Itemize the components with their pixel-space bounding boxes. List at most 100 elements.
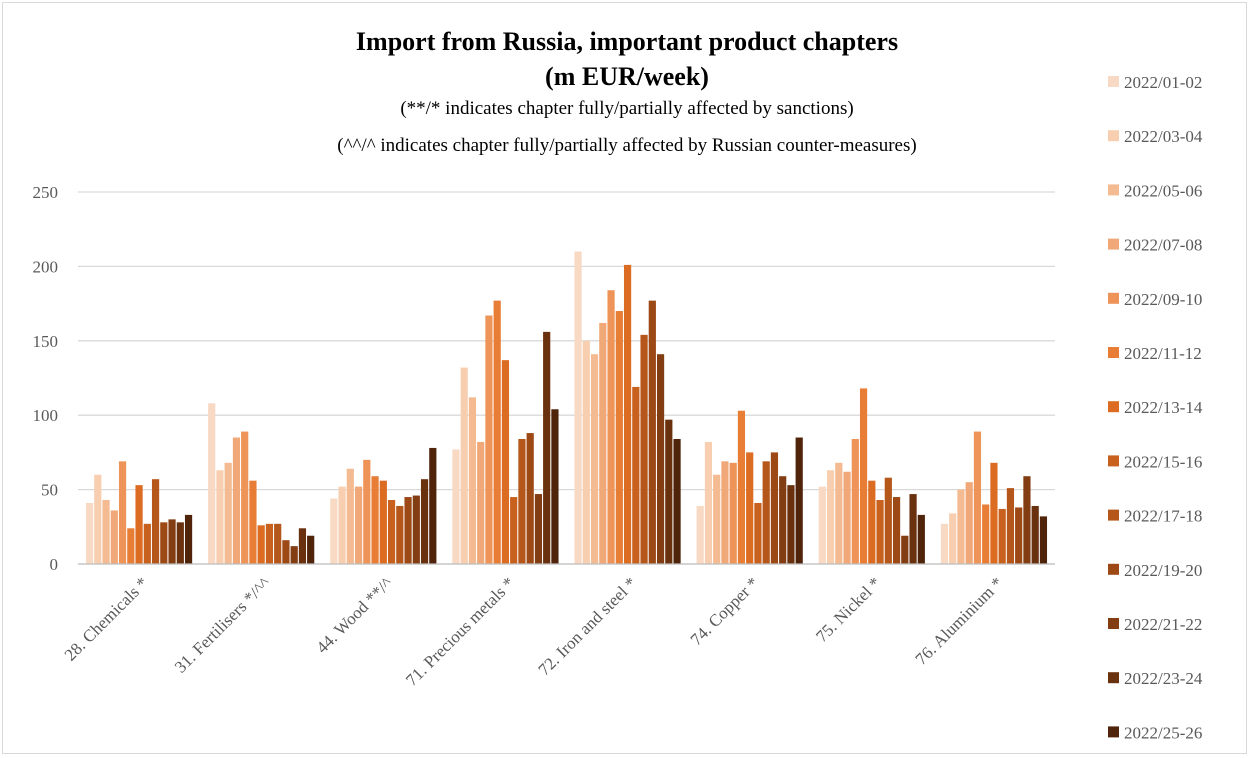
bar	[754, 502, 762, 564]
x-tick-label: 72. Iron and steel *	[534, 573, 640, 679]
bar	[160, 522, 168, 564]
bar	[665, 419, 673, 564]
bar	[274, 523, 282, 564]
legend-label: 2022/09-10	[1124, 290, 1202, 309]
y-tick-label: 100	[33, 406, 59, 425]
bar	[224, 462, 232, 564]
bar	[85, 502, 94, 564]
bar	[420, 479, 429, 564]
legend-swatch	[1108, 509, 1119, 521]
bar	[232, 437, 241, 564]
bar	[721, 461, 729, 564]
bar	[493, 300, 501, 564]
bar	[843, 471, 851, 564]
bar	[282, 540, 290, 564]
bar	[940, 523, 949, 564]
bar	[551, 409, 559, 564]
bar	[412, 495, 420, 564]
legend-swatch	[1108, 184, 1119, 196]
bar	[346, 468, 354, 564]
legend-swatch	[1108, 401, 1119, 413]
bar	[826, 470, 835, 564]
bar	[396, 505, 404, 564]
bar	[818, 486, 826, 564]
bar	[640, 334, 648, 564]
bar	[216, 470, 224, 564]
x-tick-label: 75. Nickel *	[812, 573, 885, 646]
bar	[330, 498, 338, 564]
legend-item: 2022/05-06	[1108, 181, 1202, 200]
legend-label: 2022/21-22	[1124, 615, 1202, 634]
legend-swatch	[1108, 347, 1119, 358]
legend-item: 2022/15-16	[1108, 452, 1202, 471]
bar-group	[452, 300, 559, 564]
chart-title-unit: (m EUR/week)	[545, 62, 709, 91]
legend-item: 2022/21-22	[1108, 615, 1202, 634]
bar	[257, 525, 265, 564]
legend-swatch	[1108, 238, 1119, 250]
bar	[510, 497, 518, 564]
bar	[1006, 488, 1015, 564]
bar	[151, 479, 160, 564]
bar-group	[818, 388, 925, 564]
bar	[526, 433, 534, 564]
bar	[574, 251, 582, 564]
bar	[859, 388, 868, 564]
gridlines	[78, 191, 1055, 565]
y-tick-label: 50	[41, 481, 58, 500]
bar	[990, 462, 998, 564]
bar	[379, 480, 387, 564]
bar	[168, 519, 176, 564]
legend-swatch	[1108, 563, 1119, 575]
bar	[892, 497, 901, 564]
bar-group	[574, 251, 681, 564]
legend-swatch	[1108, 130, 1119, 142]
bar	[982, 504, 990, 564]
bar	[501, 360, 510, 564]
y-tick-label: 200	[33, 257, 59, 276]
bar	[901, 535, 909, 564]
bar	[909, 494, 917, 564]
bar	[208, 403, 216, 564]
bar-group	[330, 447, 437, 564]
bar	[998, 508, 1006, 564]
bar	[477, 441, 485, 564]
bar	[143, 523, 151, 564]
legend-label: 2022/17-18	[1124, 507, 1202, 526]
legend-label: 2022/23-24	[1124, 669, 1203, 688]
chart-subtitle-countermeasures: (^^/^ indicates chapter fully/partially …	[337, 135, 916, 156]
bar	[787, 485, 795, 564]
bar	[518, 439, 526, 564]
bar	[534, 494, 543, 564]
bar-group	[940, 431, 1048, 564]
bar	[354, 486, 363, 564]
bar	[176, 522, 184, 564]
legend-swatch	[1108, 618, 1119, 629]
bar	[729, 462, 737, 564]
bar	[696, 505, 704, 564]
bar	[265, 523, 274, 564]
bar	[338, 486, 346, 564]
bar	[835, 462, 843, 564]
bar	[876, 500, 884, 564]
chart-title: Import from Russia, important product ch…	[356, 27, 898, 56]
y-tick-label: 0	[50, 555, 59, 574]
legend-item: 2022/17-18	[1108, 507, 1202, 526]
bar	[868, 480, 876, 564]
legend-label: 2022/19-20	[1124, 561, 1202, 580]
legend-label: 2022/07-08	[1124, 236, 1202, 255]
bar	[404, 497, 412, 564]
x-tick-label: 28. Chemicals *	[61, 573, 152, 664]
x-tick-label: 71. Precious metals *	[402, 573, 518, 689]
bar	[371, 476, 379, 564]
bar	[452, 449, 460, 564]
bar	[917, 514, 925, 564]
bar	[648, 300, 656, 564]
bar	[599, 322, 607, 564]
y-tick-label: 150	[33, 332, 59, 351]
bar	[615, 311, 623, 564]
bar	[102, 500, 110, 564]
bar	[468, 397, 477, 564]
bar	[582, 340, 590, 564]
